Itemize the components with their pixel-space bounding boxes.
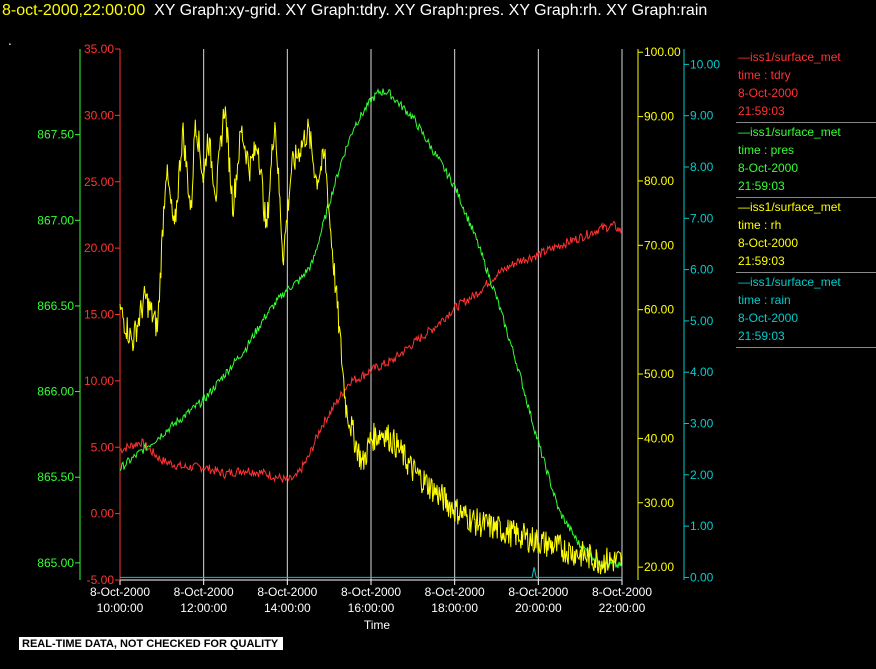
tdry-y-tick-label: 10.00 xyxy=(84,374,114,388)
legend-time: 21:59:03 xyxy=(738,254,785,268)
x-tick-label-time: 16:00:00 xyxy=(348,601,395,615)
legend-name: —iss1/surface_met xyxy=(738,200,841,214)
rh-y-tick-label: 60.00 xyxy=(644,303,674,317)
rain-y-tick-label: 9.00 xyxy=(690,109,714,123)
chart-legend: —iss1/surface_met time : tdry 8-Oct-2000 21… xyxy=(736,48,876,348)
x-tick-label-date: 8-Oct-2000 xyxy=(425,585,485,599)
legend-date: 8-Oct-2000 xyxy=(738,311,799,325)
pres-y-tick-label: 866.00 xyxy=(37,385,74,399)
title-timestamp: 8-oct-2000,22:00:00 xyxy=(2,2,146,19)
x-tick-label-date: 8-Oct-2000 xyxy=(341,585,401,599)
tdry-y-tick-label: 20.00 xyxy=(84,241,114,255)
x-tick-label-time: 14:00:00 xyxy=(264,601,311,615)
pres-y-tick-label: 867.00 xyxy=(37,213,74,227)
tdry-y-tick-label: 15.00 xyxy=(84,308,114,322)
rain-y-tick-label: 4.00 xyxy=(690,365,714,379)
rh-y-tick-label: 70.00 xyxy=(644,238,674,252)
legend-time: 21:59:03 xyxy=(738,329,785,343)
legend-var: time : rh xyxy=(738,218,782,232)
tdry-y-tick-label: 0.00 xyxy=(91,507,115,521)
rain-series-line xyxy=(120,567,622,578)
tdry-y-tick-label: -5.00 xyxy=(87,573,115,587)
pres-y-tick-label: 865.00 xyxy=(37,556,74,570)
rh-y-tick-label: 100.00 xyxy=(644,45,681,59)
tdry-y-tick-label: 25.00 xyxy=(84,175,114,189)
rh-y-tick-label: 90.00 xyxy=(644,110,674,124)
rh-y-tick-label: 20.00 xyxy=(644,560,674,574)
legend-var: time : tdry xyxy=(738,68,791,82)
rh-y-tick-label: 80.00 xyxy=(644,174,674,188)
x-tick-label-date: 8-Oct-2000 xyxy=(508,585,568,599)
legend-date: 8-Oct-2000 xyxy=(738,86,799,100)
title-graph-list: XY Graph:xy-grid. XY Graph:tdry. XY Grap… xyxy=(154,2,708,19)
x-tick-label-time: 10:00:00 xyxy=(97,601,144,615)
x-tick-label-date: 8-Oct-2000 xyxy=(257,585,317,599)
rain-y-tick-label: 2.00 xyxy=(690,468,714,482)
rain-y-tick-label: 0.00 xyxy=(690,570,714,584)
legend-var: time : pres xyxy=(738,143,795,157)
rain-y-tick-label: 1.00 xyxy=(690,519,714,533)
rain-y-tick-label: 3.00 xyxy=(690,417,714,431)
legend-name: —iss1/surface_met xyxy=(738,50,841,64)
rh-series-line xyxy=(119,106,623,575)
x-tick-label-time: 12:00:00 xyxy=(180,601,227,615)
rain-y-tick-label: 10.00 xyxy=(690,57,720,71)
tdry-series-line xyxy=(119,220,623,483)
rain-y-tick-label: 7.00 xyxy=(690,211,714,225)
legend-name: —iss1/surface_met xyxy=(738,125,841,139)
rh-y-tick-label: 30.00 xyxy=(644,496,674,510)
legend-name: —iss1/surface_met xyxy=(738,275,841,289)
window-title: 8-oct-2000,22:00:00 XY Graph:xy-grid. XY… xyxy=(2,2,707,20)
legend-date: 8-Oct-2000 xyxy=(738,161,799,175)
tdry-y-tick-label: 35.00 xyxy=(84,42,114,56)
legend-date: 8-Oct-2000 xyxy=(738,236,799,250)
pres-series-line xyxy=(119,87,623,569)
legend-time: 21:59:03 xyxy=(738,179,785,193)
quality-warning-label: REAL-TIME DATA, NOT CHECKED FOR QUALITY xyxy=(19,637,284,650)
tdry-y-tick-label: 30.00 xyxy=(84,108,114,122)
legend-time: 21:59:03 xyxy=(738,104,785,118)
legend-var: time : rain xyxy=(738,293,791,307)
x-tick-label-time: 18:00:00 xyxy=(431,601,478,615)
x-tick-label-date: 8-Oct-2000 xyxy=(90,585,150,599)
rh-y-tick-label: 40.00 xyxy=(644,431,674,445)
tdry-y-tick-label: 5.00 xyxy=(91,440,115,454)
x-tick-label-time: 20:00:00 xyxy=(515,601,562,615)
status-dot: . xyxy=(8,34,12,48)
x-tick-label-date: 8-Oct-2000 xyxy=(592,585,652,599)
x-tick-label-date: 8-Oct-2000 xyxy=(174,585,234,599)
rain-y-tick-label: 6.00 xyxy=(690,263,714,277)
pres-y-tick-label: 867.50 xyxy=(37,128,74,142)
pres-y-tick-label: 865.50 xyxy=(37,470,74,484)
x-tick-label-time: 22:00:00 xyxy=(599,601,646,615)
x-axis-label: Time xyxy=(364,618,391,632)
pres-y-tick-label: 866.50 xyxy=(37,299,74,313)
rain-y-tick-label: 8.00 xyxy=(690,160,714,174)
rh-y-tick-label: 50.00 xyxy=(644,367,674,381)
rain-y-tick-label: 5.00 xyxy=(690,314,714,328)
